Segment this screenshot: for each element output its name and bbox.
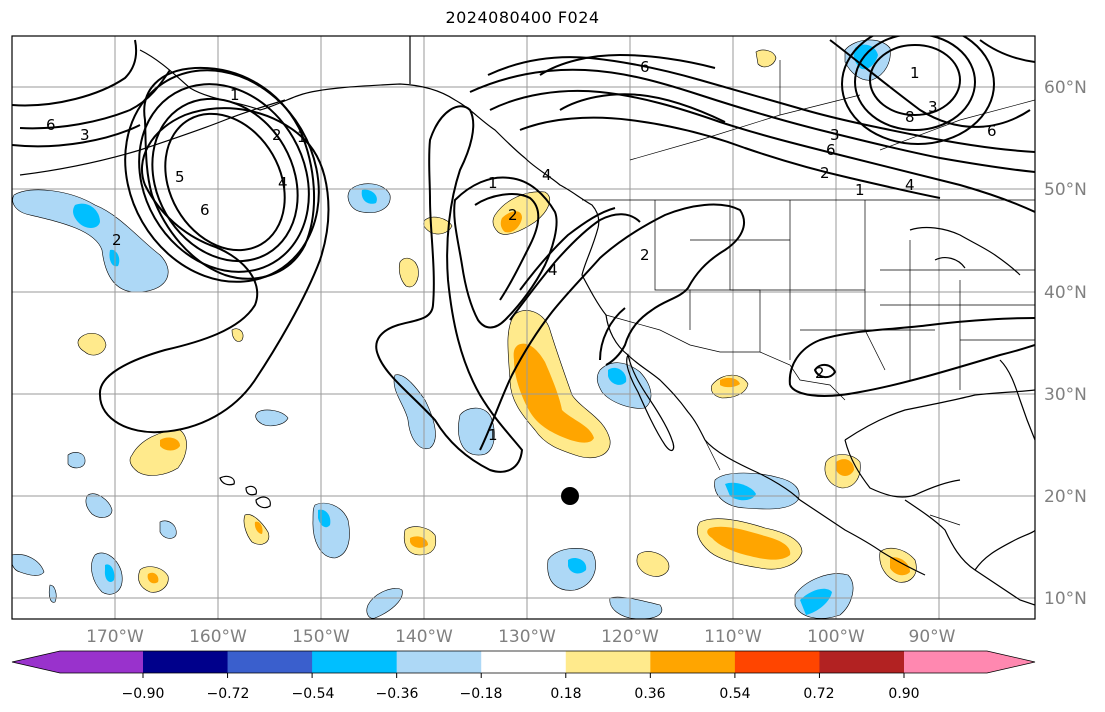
contour-lines [12, 36, 1035, 473]
lon-label: 90°W [909, 627, 956, 647]
lat-label: 40°N [1044, 283, 1087, 303]
contour-label: 1 [488, 426, 498, 444]
positive-shading-mid [147, 211, 910, 584]
lon-label: 150°W [292, 627, 350, 647]
lon-label: 120°W [601, 627, 659, 647]
contour-label: 1 [230, 86, 240, 104]
contour-label: 2 [508, 206, 518, 224]
contour-label: 3 [830, 126, 840, 144]
colorbar-segment [734, 651, 820, 673]
contour-label: 1 [910, 64, 920, 82]
lon-label: 160°W [189, 627, 247, 647]
coastlines [19, 36, 1035, 606]
colorbar [11, 650, 1036, 678]
latitude-axis-labels: 60°N 50°N 40°N 30°N 20°N 10°N [1044, 78, 1087, 609]
colorbar-outline [11, 650, 1036, 674]
colorbar-segment [227, 651, 313, 673]
contour-label: 5 [175, 168, 185, 186]
lon-label: 100°W [807, 627, 865, 647]
contour-label: 2 [640, 246, 650, 264]
colorbar-segment [143, 651, 229, 673]
lat-label: 30°N [1044, 385, 1087, 405]
colorbar-tick-label: −0.18 [460, 686, 503, 702]
lon-label: 140°W [395, 627, 453, 647]
colorbar-tick-label: −0.54 [292, 686, 335, 702]
colorbar-segment [12, 651, 143, 673]
contour-label: 6 [987, 122, 997, 140]
lon-label: 130°W [498, 627, 556, 647]
contour-label: 2 [815, 364, 825, 382]
lat-label: 10°N [1044, 589, 1087, 609]
contour-label: 6 [46, 116, 56, 134]
contour-label: 6 [640, 58, 650, 76]
lat-label: 20°N [1044, 487, 1087, 507]
contour-label: 8 [905, 108, 915, 126]
contour-label: 2 [112, 231, 122, 249]
lat-label: 50°N [1044, 180, 1087, 200]
contour-label: 4 [278, 174, 288, 192]
colorbar-segment [819, 651, 905, 673]
location-marker [561, 487, 579, 505]
colorbar-tick-label: −0.72 [207, 686, 250, 702]
colorbar-tick-label: −0.36 [376, 686, 419, 702]
contour-label: 3 [928, 98, 938, 116]
map-frame [11, 35, 1036, 620]
colorbar-segment [312, 651, 398, 673]
graticule [12, 36, 1035, 619]
colorbar-tick-label: 0.18 [550, 686, 581, 702]
lon-label: 110°W [704, 627, 762, 647]
contour-label-group: 6 3 2 1 1 5 6 4 1 2 6 4 2 1 4 6 3 8 3 6 … [46, 58, 997, 444]
political-borders [582, 60, 1035, 526]
longitude-axis-labels: 170°W 160°W 150°W 140°W 130°W 120°W 110°… [86, 627, 956, 647]
lat-label: 60°N [1044, 78, 1087, 98]
contour-label: 2 [820, 164, 830, 182]
colorbar-tick-label: −0.90 [122, 686, 165, 702]
contour-label: 3 [80, 126, 90, 144]
colorbar-tick-label: 0.90 [888, 686, 919, 702]
colorbar-tick-labels: −0.90 −0.72 −0.54 −0.36 −0.18 0.18 0.36 … [122, 686, 920, 702]
contour-label: 4 [542, 166, 552, 184]
map-title: 2024080400 F024 [445, 8, 600, 27]
colorbar-segment [565, 651, 651, 673]
colorbar-segment [396, 651, 482, 673]
contour-label: 1 [297, 128, 307, 146]
contour-label: 2 [272, 126, 282, 144]
colorbar-tick-label: 0.72 [803, 686, 834, 702]
contour-label: 4 [905, 176, 915, 194]
colorbar-segment [904, 651, 1035, 673]
contour-label: 4 [548, 261, 558, 279]
contour-label: 6 [826, 141, 836, 159]
contour-label: 6 [200, 201, 210, 219]
colorbar-tick-label: 0.36 [634, 686, 665, 702]
contour-label: 1 [488, 174, 498, 192]
lon-label: 170°W [86, 627, 144, 647]
contour-label: 1 [855, 181, 865, 199]
colorbar-segment [481, 651, 567, 673]
colorbar-segment [650, 651, 736, 673]
colorbar-tick-label: 0.54 [719, 686, 750, 702]
